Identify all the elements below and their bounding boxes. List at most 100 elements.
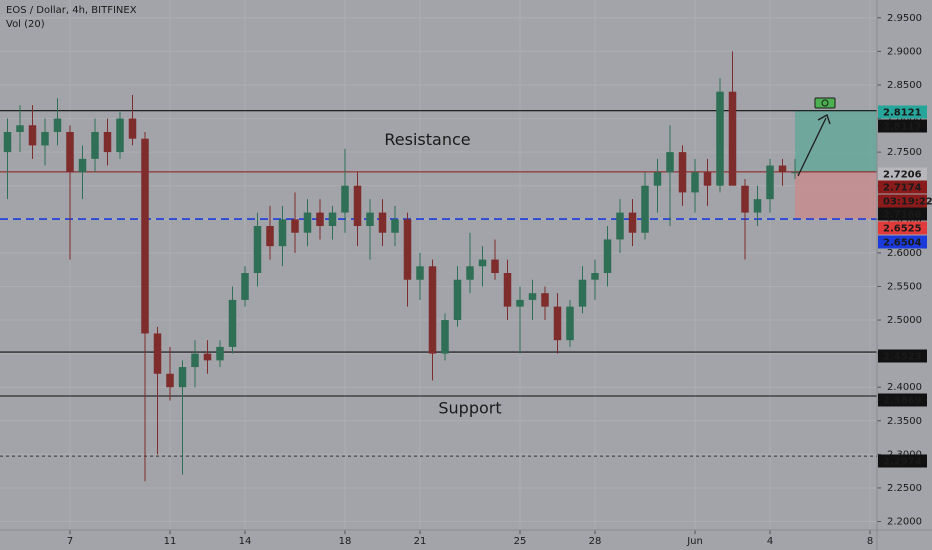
candle-body — [216, 346, 224, 361]
price-tag-label: 2.7206 — [883, 170, 922, 181]
x-tick-label: 7 — [67, 536, 73, 547]
candle-body — [791, 172, 799, 174]
candle-body — [341, 185, 349, 213]
chart-title: EOS / Dollar, 4h, BITFINEX — [6, 5, 137, 16]
candle-body — [41, 131, 49, 146]
candle-body — [128, 118, 137, 139]
candle-body — [603, 239, 612, 274]
x-tick-label: Jun — [686, 536, 703, 547]
candle-body — [191, 353, 199, 368]
candle-body — [691, 172, 699, 193]
money-icon-coin — [821, 99, 829, 107]
x-tick-label: 21 — [414, 536, 427, 547]
y-tick-label: 2.8000 — [887, 114, 922, 125]
price-tag — [878, 119, 927, 133]
price-tag-label: 2.3869 — [883, 396, 922, 407]
candle-body — [428, 266, 437, 354]
price-tag — [878, 167, 927, 181]
price-tag-label: 2.6525 — [883, 224, 922, 235]
x-tick-label: 14 — [239, 536, 252, 547]
candle-body — [553, 306, 562, 341]
price-tag — [878, 105, 927, 119]
candle-body — [16, 125, 24, 132]
candle-body — [303, 212, 312, 233]
annotation: Support — [438, 398, 501, 417]
candle-body — [778, 165, 787, 173]
price-tag — [878, 454, 927, 468]
y-tick-label: 2.2000 — [887, 517, 922, 528]
candle-body — [116, 118, 124, 153]
candle-body — [316, 212, 324, 227]
candle-body — [53, 118, 62, 132]
candle-body — [253, 226, 262, 274]
candle-body — [591, 273, 599, 280]
candle-body — [503, 273, 512, 307]
candle-body — [166, 373, 174, 388]
y-tick-label: 2.2500 — [887, 483, 922, 494]
candle-body — [178, 367, 187, 388]
candle-body — [378, 212, 387, 233]
candle-body — [703, 172, 712, 186]
price-tag — [878, 221, 927, 235]
candle-body — [628, 212, 637, 233]
candle-body — [728, 91, 737, 186]
y-tick-label: 2.9000 — [887, 46, 922, 57]
candle-body — [291, 219, 299, 233]
candle-body — [28, 125, 37, 146]
candle-body — [753, 199, 762, 213]
price-tag-label: 2.2974 — [883, 457, 922, 468]
money-icon — [814, 97, 836, 109]
candle-body — [641, 185, 649, 233]
candle-body — [678, 152, 687, 193]
candle-body — [653, 172, 662, 186]
y-tick-label: 2.9500 — [887, 13, 922, 24]
price-tag-label: 2.4523 — [883, 352, 922, 363]
candle-body — [153, 333, 162, 374]
price-tag — [878, 393, 927, 407]
candle-body — [366, 212, 374, 227]
x-tick-label: 11 — [164, 536, 177, 547]
candle-body — [541, 293, 549, 307]
candle-body — [66, 131, 74, 173]
candle-body — [578, 279, 587, 307]
x-tick-label: 18 — [339, 536, 352, 547]
candle-body — [3, 131, 12, 153]
candle-body — [466, 266, 474, 280]
candle-body — [566, 306, 574, 341]
candle-body — [266, 226, 274, 247]
price-tag — [878, 194, 927, 208]
price-tag-label: 2.8121 — [883, 108, 922, 119]
price-tag-label: 2.7174 — [883, 183, 922, 194]
candle-body — [203, 353, 212, 361]
annotation: Resistance — [384, 130, 470, 149]
candle-body — [391, 219, 399, 233]
candle-body — [528, 293, 537, 300]
price-tag-label: 2.7168 — [883, 210, 922, 221]
candle-body — [741, 185, 749, 213]
candle-body — [103, 131, 112, 153]
x-tick-label: 4 — [767, 536, 773, 547]
x-tick-label: 25 — [514, 536, 527, 547]
y-tick-label: 2.5000 — [887, 315, 922, 326]
candle-body — [328, 212, 337, 227]
target-zone — [795, 110, 877, 172]
y-tick-label: 2.3500 — [887, 416, 922, 427]
y-tick-label: 2.6000 — [887, 248, 922, 259]
candle-body — [403, 219, 412, 280]
candle-body — [766, 165, 774, 200]
candle-body — [416, 266, 424, 280]
x-tick-label: 8 — [867, 536, 873, 547]
y-tick-label: 2.8500 — [887, 80, 922, 91]
x-tick-label: 28 — [589, 536, 602, 547]
price-tag — [878, 207, 927, 221]
stop-zone — [795, 171, 877, 220]
arrow-head — [817, 114, 831, 125]
candle-body — [353, 185, 362, 227]
price-tag — [878, 180, 927, 194]
candle-body — [491, 259, 499, 274]
price-tag — [878, 235, 927, 249]
candle-body — [278, 219, 287, 247]
projection-arrow — [797, 117, 827, 177]
candle-body — [91, 131, 99, 159]
